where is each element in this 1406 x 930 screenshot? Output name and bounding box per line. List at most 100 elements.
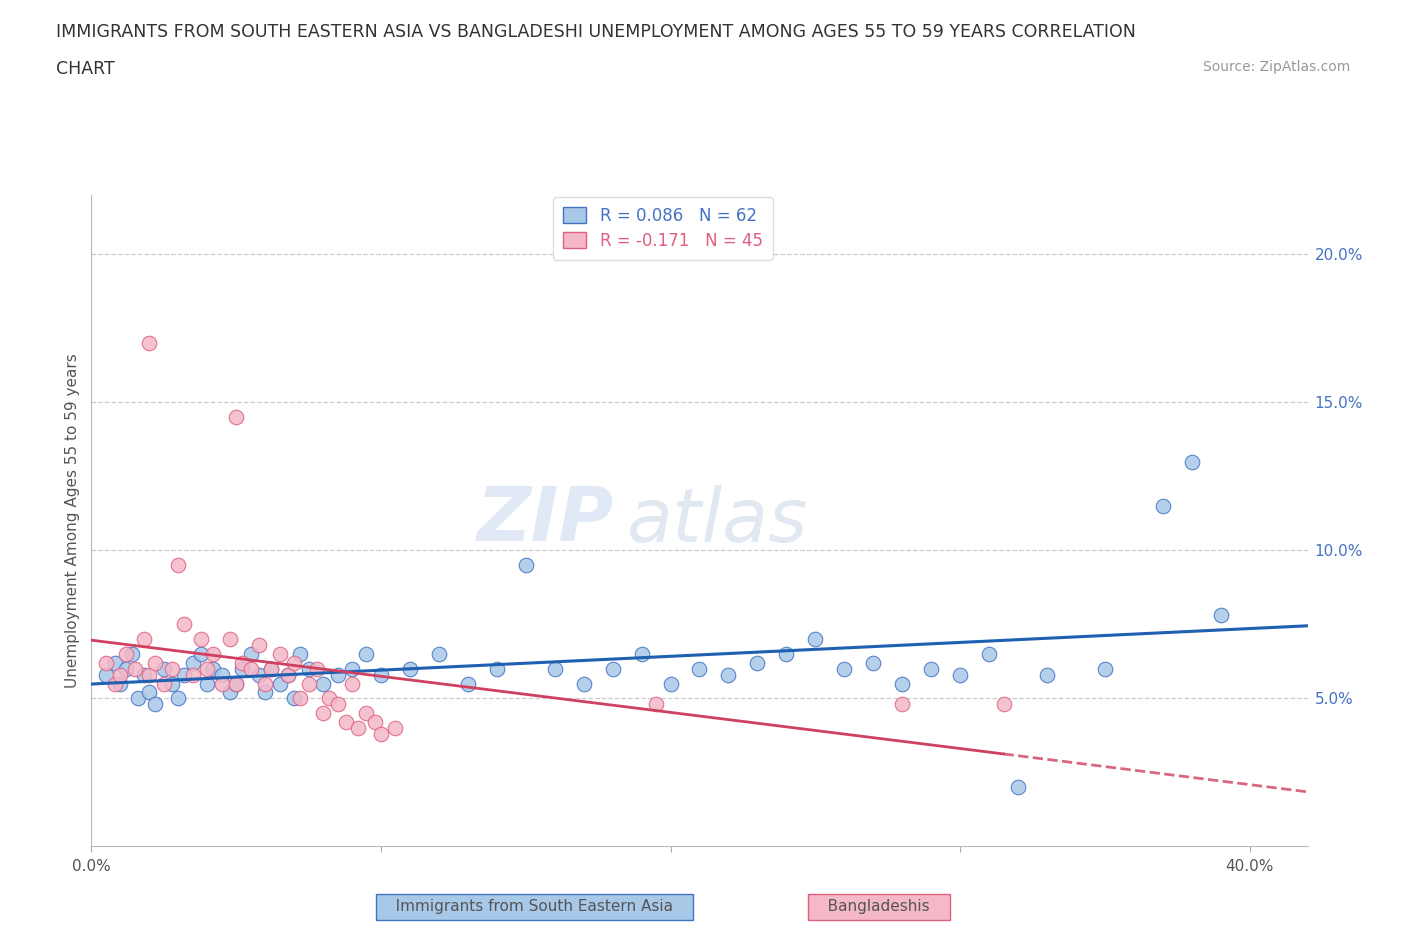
Point (356, 706, 378, 721)
Point (920, 661, 942, 676)
Point (115, 646, 138, 661)
Point (283, 691, 305, 706)
Point (202, 646, 225, 661)
Point (427, 646, 450, 661)
Point (747, 656, 769, 671)
Point (181, 656, 204, 671)
Point (239, 646, 262, 661)
Point (254, 685, 277, 700)
Point (862, 656, 884, 671)
Point (891, 697, 914, 711)
Point (121, 646, 143, 661)
Point (370, 667, 392, 682)
Point (312, 706, 335, 721)
Point (891, 676, 914, 691)
Point (260, 661, 283, 676)
Point (832, 661, 855, 676)
Point (132, 631, 155, 646)
Point (195, 676, 218, 691)
Point (688, 661, 710, 676)
Text: Bangladeshis: Bangladeshis (813, 899, 945, 914)
Point (277, 667, 299, 682)
Point (340, 661, 363, 676)
Point (335, 714, 357, 729)
Point (260, 661, 283, 676)
Point (138, 336, 160, 351)
Point (211, 667, 233, 682)
Point (1209, 608, 1232, 623)
Point (225, 410, 247, 425)
Point (162, 661, 184, 676)
Point (356, 646, 378, 661)
Point (152, 661, 174, 676)
Point (138, 685, 160, 700)
Point (993, 697, 1015, 711)
Point (94, 656, 117, 671)
Point (399, 661, 422, 676)
Point (254, 676, 277, 691)
Point (173, 617, 195, 631)
Text: IMMIGRANTS FROM SOUTH EASTERN ASIA VS BANGLADESHI UNEMPLOYMENT AMONG AGES 55 TO : IMMIGRANTS FROM SOUTH EASTERN ASIA VS BA… (56, 23, 1136, 41)
Point (544, 661, 567, 676)
Point (132, 667, 155, 682)
Point (340, 676, 363, 691)
Point (239, 661, 262, 676)
Point (211, 676, 233, 691)
Point (225, 676, 247, 691)
Point (288, 646, 311, 661)
Point (225, 676, 247, 691)
Text: Source: ZipAtlas.com: Source: ZipAtlas.com (1202, 60, 1350, 74)
Point (457, 676, 479, 691)
Point (190, 631, 212, 646)
Point (804, 631, 827, 646)
Point (103, 656, 125, 671)
Point (247, 638, 270, 653)
Point (162, 676, 184, 691)
Y-axis label: Unemployment Among Ages 55 to 59 years: Unemployment Among Ages 55 to 59 years (65, 353, 80, 688)
Point (202, 661, 225, 676)
Point (143, 697, 166, 711)
Point (370, 726, 392, 741)
Point (94, 667, 117, 682)
Point (110, 667, 132, 682)
Point (602, 661, 624, 676)
Point (977, 646, 1000, 661)
Point (173, 667, 195, 682)
Point (190, 646, 212, 661)
Text: ZIP: ZIP (477, 485, 614, 557)
Point (219, 685, 242, 700)
Text: CHART: CHART (56, 60, 115, 78)
Point (717, 667, 740, 682)
Point (645, 697, 668, 711)
Point (384, 721, 406, 736)
Point (231, 661, 253, 676)
Point (572, 676, 595, 691)
Point (515, 558, 537, 573)
Point (181, 667, 204, 682)
Point (630, 646, 652, 661)
Point (143, 656, 166, 671)
Point (1036, 667, 1059, 682)
Legend: R = 0.086   N = 62, R = -0.171   N = 45: R = 0.086 N = 62, R = -0.171 N = 45 (553, 197, 773, 259)
Point (307, 661, 329, 676)
Point (277, 667, 299, 682)
Point (297, 661, 319, 676)
Point (103, 676, 125, 691)
Point (1094, 661, 1116, 676)
Point (949, 667, 972, 682)
Point (231, 656, 253, 671)
Point (138, 667, 160, 682)
Point (326, 697, 349, 711)
Point (247, 667, 270, 682)
Point (775, 646, 797, 661)
Point (269, 676, 291, 691)
Text: Immigrants from South Eastern Asia: Immigrants from South Eastern Asia (381, 899, 688, 914)
Point (167, 558, 190, 573)
Point (110, 676, 132, 691)
Point (115, 661, 138, 676)
Point (364, 714, 387, 729)
Point (659, 676, 682, 691)
Point (167, 691, 190, 706)
Point (1181, 454, 1204, 469)
Point (269, 646, 291, 661)
